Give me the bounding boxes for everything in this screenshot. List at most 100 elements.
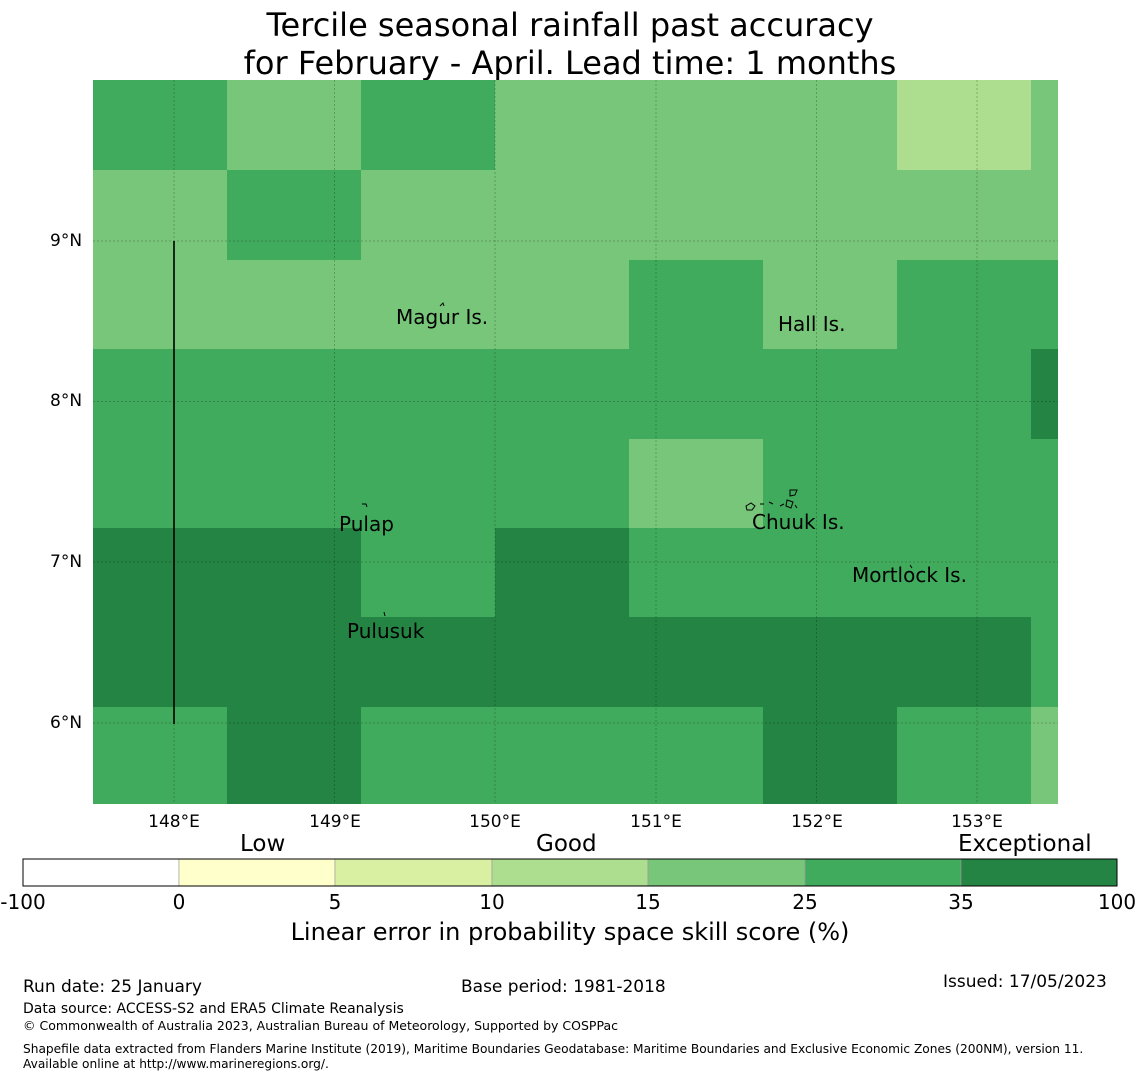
lon-label-148e: 148°E (148, 812, 200, 832)
grid-cell (495, 170, 629, 260)
grid-cell (1031, 260, 1058, 349)
issued-date: Issued: 17/05/2023 (943, 972, 1107, 992)
colorbar-bin (647, 858, 806, 887)
grid-cell (1031, 439, 1058, 528)
place-label-magur: Magur Is. (396, 305, 489, 329)
grid-cell (763, 80, 897, 170)
grid-cell (629, 260, 763, 349)
run-date: Run date: 25 January (23, 977, 202, 997)
place-label-chuuk: Chuuk Is. (752, 510, 845, 534)
grid-cell (361, 617, 495, 707)
colorbar-bin (804, 858, 962, 887)
grid-cell (227, 439, 361, 528)
grid-cell (629, 617, 763, 707)
grid-cell (361, 528, 495, 617)
grid-cell (897, 80, 1031, 170)
colorbar-title: Linear error in probability space skill … (290, 918, 850, 946)
grid-cell (763, 707, 897, 804)
grid-cell (763, 439, 897, 528)
grid-cell (361, 260, 495, 349)
chart-title-line-1: Tercile seasonal rainfall past accuracy (266, 6, 874, 44)
grid-cell (227, 617, 361, 707)
grid-cell (629, 439, 763, 528)
lat-label-8n: 8°N (50, 391, 83, 411)
place-label-mortlock: Mortlock Is. (852, 563, 967, 587)
grid-cell (629, 528, 763, 617)
grid-cell (629, 170, 763, 260)
grid-cell (93, 80, 227, 170)
colorbar-tick-label: 35 (948, 890, 974, 914)
island-outline-magur (439, 302, 445, 307)
grid-cell (227, 260, 361, 349)
category-exceptional: Exceptional (958, 831, 1092, 857)
grid-cell (897, 349, 1031, 439)
colorbar-bin (178, 858, 336, 887)
place-label-hall: Hall Is. (778, 312, 846, 336)
grid-cell (1031, 707, 1058, 804)
grid-cell (1031, 170, 1058, 260)
grid-cell (93, 170, 227, 260)
grid-cell (361, 349, 495, 439)
island-outline-mortlock (909, 564, 913, 569)
grid-cell (227, 528, 361, 617)
colorbar-bin (22, 858, 180, 887)
island-outline-pulap (362, 503, 368, 508)
chart-title-line-2: for February - April. Lead time: 1 month… (243, 44, 897, 82)
lon-label-153e: 153°E (951, 812, 1003, 832)
colorbar-tick-label: 5 (328, 890, 342, 914)
colorbar-bin (491, 858, 649, 887)
grid-cell (93, 617, 227, 707)
grid-cell (227, 80, 361, 170)
grid-cell (495, 707, 629, 804)
grid-cell (1031, 617, 1058, 707)
grid-cell (897, 439, 1031, 528)
colorbar-tick-label: 15 (635, 890, 661, 914)
skill-map (93, 80, 1058, 804)
grid-cell (361, 707, 495, 804)
copyright-notice: © Commonwealth of Australia 2023, Austra… (23, 1018, 618, 1033)
colorbar-tick-label: 100 (1097, 890, 1137, 914)
colorbar (22, 858, 1118, 887)
lat-label-9n: 9°N (50, 231, 83, 251)
grid-cell (361, 439, 495, 528)
colorbar-tick-label: 10 (479, 890, 505, 914)
grid-cell (1031, 349, 1058, 439)
grid-cell (93, 528, 227, 617)
grid-cell (495, 439, 629, 528)
data-source: Data source: ACCESS-S2 and ERA5 Climate … (23, 1001, 404, 1017)
grid-cell (495, 528, 629, 617)
grid-cell (763, 260, 897, 349)
grid-cell (629, 707, 763, 804)
colorbar-bin (334, 858, 493, 887)
grid-cell (495, 260, 629, 349)
grid-cell (495, 617, 629, 707)
grid-cell (629, 349, 763, 439)
category-good: Good (536, 831, 597, 857)
shapefile-credit: Shapefile data extracted from Flanders M… (23, 1042, 1084, 1071)
grid-cell (361, 80, 495, 170)
grid-cell (897, 707, 1031, 804)
grid-cell (93, 260, 227, 349)
place-label-pulusuk: Pulusuk (347, 619, 425, 643)
grid-cell (897, 528, 1031, 617)
place-label-pulap: Pulap (339, 512, 394, 536)
grid-cell (361, 170, 495, 260)
grid-cell (93, 707, 227, 804)
colorbar-tick-label: 25 (792, 890, 818, 914)
grid-cell (897, 170, 1031, 260)
colorbar-tick-label: 0 (172, 890, 186, 914)
lon-label-149e: 149°E (309, 812, 361, 832)
grid-cell (93, 439, 227, 528)
grid-cell (1031, 80, 1058, 170)
grid-cell (227, 170, 361, 260)
island-outline-pulusuk (383, 611, 386, 617)
grid-cell (227, 707, 361, 804)
grid-cell (897, 617, 1031, 707)
base-period: Base period: 1981-2018 (461, 977, 666, 997)
colorbar-bin (960, 858, 1118, 887)
lon-label-150e: 150°E (469, 812, 521, 832)
grid-cell (763, 617, 897, 707)
grid-cell (1031, 528, 1058, 617)
grid-cell (227, 349, 361, 439)
island-outline-chuuk (745, 489, 798, 511)
